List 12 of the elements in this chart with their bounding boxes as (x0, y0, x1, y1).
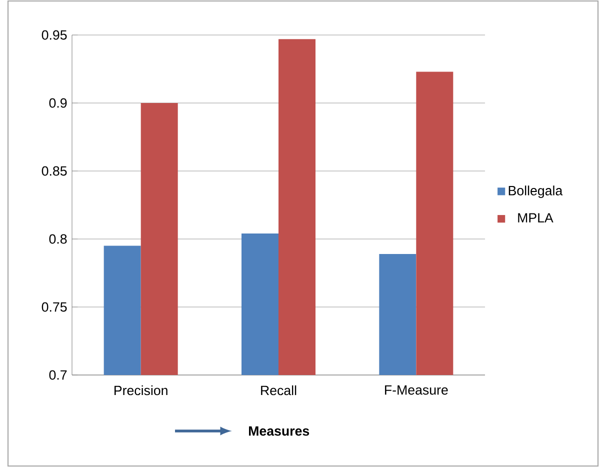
y-tick-label: 0.95 (42, 30, 67, 40)
legend-label: Bollegala (508, 186, 563, 198)
y-tick-label: 0.9 (49, 98, 67, 108)
x-axis-title: Measures (249, 426, 310, 436)
y-tick-label: 0.75 (42, 302, 67, 312)
y-tick-label: 0.8 (49, 234, 67, 244)
x-tick-label: Precision (114, 385, 168, 396)
x-tick-label: Recall (261, 385, 296, 396)
legend-label: MPLA (518, 213, 554, 222)
x-tick-label: F-Measure (385, 385, 448, 395)
y-tick-label: 0.85 (42, 166, 67, 176)
y-tick-label: 0.7 (49, 370, 67, 380)
